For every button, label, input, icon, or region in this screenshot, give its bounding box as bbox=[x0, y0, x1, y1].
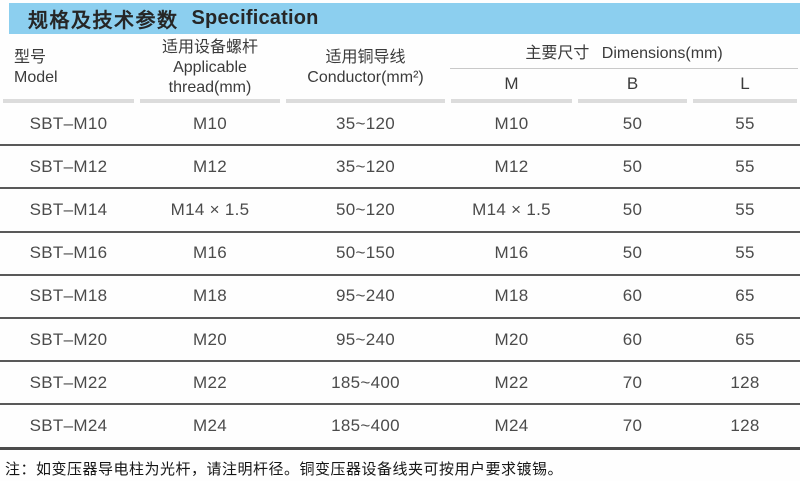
cell-model: SBT–M14 bbox=[29, 199, 108, 219]
header-thread: 适用设备螺杆 Applicable thread(mm) bbox=[137, 36, 283, 99]
cell-dimension-l: 55 bbox=[735, 156, 755, 176]
underline-segment bbox=[283, 99, 448, 103]
cell-thread: M24 bbox=[193, 415, 227, 435]
cell-dimension-l: 65 bbox=[735, 329, 755, 349]
header-sub-m: M bbox=[504, 74, 519, 93]
cell-dimension-b: 50 bbox=[622, 113, 643, 133]
underline-segment bbox=[137, 99, 283, 103]
table-row: SBT–M18 M18 95~240 M18 60 65 bbox=[0, 276, 800, 319]
header-conductor-zh: 适用铜导线 bbox=[325, 48, 406, 66]
table-header-row: 型号 Model 适用设备螺杆 Applicable thread(mm) 适用… bbox=[0, 36, 800, 99]
header-dimensions-group: 主要尺寸 Dimensions(mm) M B L bbox=[448, 36, 800, 99]
header-dimensions-zh: 主要尺寸 bbox=[525, 45, 590, 62]
cell-dimension-l: 55 bbox=[735, 113, 755, 133]
cell-dimension-m: M24 bbox=[494, 415, 529, 435]
cell-dimension-l: 55 bbox=[735, 199, 755, 219]
cell-dimension-m: M12 bbox=[494, 156, 529, 176]
table-row: SBT–M14 M14 × 1.5 50~120 M14 × 1.5 50 55 bbox=[0, 189, 800, 233]
cell-thread: M16 bbox=[193, 243, 227, 263]
cell-dimension-b: 50 bbox=[622, 156, 643, 176]
header-thread-en1: Applicable bbox=[173, 58, 247, 76]
header-conductor: 适用铜导线 Conductor(mm²) bbox=[283, 36, 448, 99]
cell-model: SBT–M24 bbox=[29, 415, 108, 435]
section-title-en: Specification bbox=[191, 7, 319, 29]
cell-thread: M10 bbox=[193, 113, 227, 133]
table-row: SBT–M22 M22 185~400 M22 70 128 bbox=[0, 362, 800, 406]
header-dimensions-title: 主要尺寸 Dimensions(mm) bbox=[448, 36, 800, 67]
dimensions-underline bbox=[450, 68, 798, 69]
cell-thread: M22 bbox=[193, 372, 227, 392]
cell-model: SBT–M20 bbox=[29, 329, 108, 349]
cell-thread: M12 bbox=[193, 156, 227, 176]
cell-model: SBT–M18 bbox=[29, 286, 108, 306]
header-conductor-en: Conductor(mm²) bbox=[307, 68, 424, 86]
cell-dimension-m: M20 bbox=[494, 329, 529, 349]
cell-dimension-m: M10 bbox=[494, 113, 529, 133]
cell-dimension-b: 60 bbox=[622, 329, 643, 349]
cell-model: SBT–M16 bbox=[29, 243, 108, 263]
footnote: 注：如变压器导电柱为光杆，请注明杆径。铜变压器设备线夹可按用户要求镀锡。 bbox=[5, 461, 564, 478]
table-row: SBT–M10 M10 35~120 M10 50 55 bbox=[0, 103, 800, 147]
header-model-zh: 型号 bbox=[14, 48, 47, 66]
section-title-zh: 规格及技术参数 bbox=[28, 10, 179, 32]
cell-dimension-m: M18 bbox=[494, 286, 529, 306]
cell-dimension-m: M14 × 1.5 bbox=[472, 199, 551, 219]
cell-conductor: 185~400 bbox=[331, 415, 400, 435]
cell-conductor: 35~120 bbox=[335, 156, 395, 176]
table-row: SBT–M24 M24 185~400 M24 70 128 bbox=[0, 405, 800, 450]
specification-table: 型号 Model 适用设备螺杆 Applicable thread(mm) 适用… bbox=[0, 36, 800, 450]
cell-model: SBT–M22 bbox=[29, 372, 108, 392]
cell-dimension-b: 70 bbox=[622, 372, 643, 392]
cell-dimension-m: M22 bbox=[494, 372, 529, 392]
header-dimensions-subrow: M B L bbox=[448, 69, 800, 99]
cell-conductor: 50~120 bbox=[335, 199, 395, 219]
cell-conductor: 50~150 bbox=[335, 243, 395, 263]
header-sub-b: B bbox=[626, 74, 639, 93]
cell-dimension-m: M16 bbox=[494, 243, 529, 263]
table-row: SBT–M12 M12 35~120 M12 50 55 bbox=[0, 146, 800, 190]
cell-thread: M14 × 1.5 bbox=[170, 199, 250, 219]
header-model: 型号 Model bbox=[0, 36, 137, 99]
header-model-en: Model bbox=[14, 68, 58, 86]
table-body: SBT–M10 M10 35~120 M10 50 55 SBT–M12 M12… bbox=[0, 103, 800, 450]
cell-dimension-b: 70 bbox=[622, 415, 643, 435]
cell-dimension-b: 60 bbox=[622, 286, 643, 306]
table-row: SBT–M16 M16 50~150 M16 50 55 bbox=[0, 233, 800, 276]
cell-dimension-l: 55 bbox=[735, 243, 755, 263]
header-thread-en2: thread(mm) bbox=[168, 78, 252, 96]
underline-segment bbox=[690, 99, 800, 103]
header-sub-l: L bbox=[740, 74, 750, 93]
cell-dimension-b: 50 bbox=[622, 199, 643, 219]
underline-segment bbox=[575, 99, 690, 103]
cell-thread: M18 bbox=[193, 286, 227, 306]
section-title-bar: 规格及技术参数 Specification bbox=[9, 3, 800, 34]
underline-segment bbox=[0, 99, 137, 103]
cell-conductor: 185~400 bbox=[331, 372, 400, 392]
header-dimensions-en: Dimensions(mm) bbox=[601, 45, 723, 62]
table-row: SBT–M20 M20 95~240 M20 60 65 bbox=[0, 319, 800, 363]
cell-conductor: 35~120 bbox=[335, 113, 395, 133]
cell-conductor: 95~240 bbox=[335, 329, 395, 349]
cell-dimension-l: 65 bbox=[735, 286, 755, 306]
cell-dimension-l: 128 bbox=[730, 372, 760, 392]
cell-conductor: 95~240 bbox=[335, 286, 395, 306]
header-underline-segments bbox=[0, 99, 800, 103]
cell-model: SBT–M12 bbox=[29, 156, 108, 176]
cell-thread: M20 bbox=[193, 329, 227, 349]
cell-dimension-l: 128 bbox=[730, 415, 760, 435]
cell-dimension-b: 50 bbox=[622, 243, 643, 263]
cell-model: SBT–M10 bbox=[29, 113, 108, 133]
header-thread-zh: 适用设备螺杆 bbox=[161, 38, 258, 56]
underline-segment bbox=[448, 99, 575, 103]
